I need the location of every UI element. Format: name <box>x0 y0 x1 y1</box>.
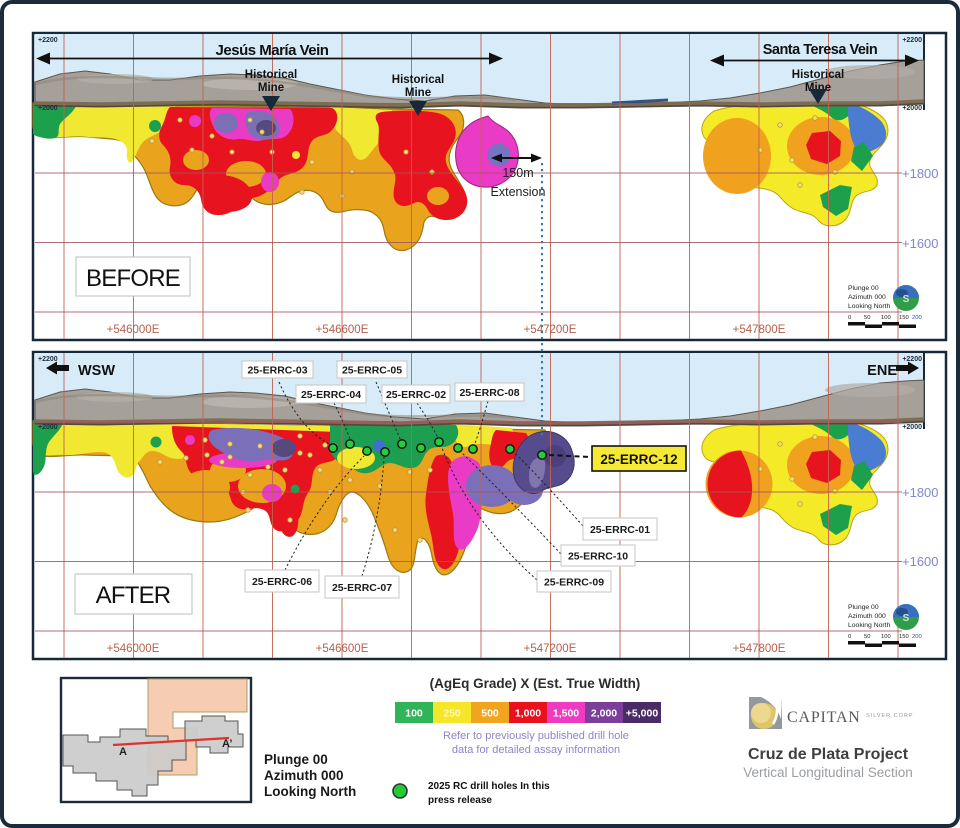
svg-text:Azimuth 000: Azimuth 000 <box>848 613 886 620</box>
svg-text:data for detailed assay inform: data for detailed assay information <box>452 744 620 756</box>
svg-text:1,500: 1,500 <box>553 708 579 720</box>
svg-text:25-ERRC-01: 25-ERRC-01 <box>590 524 650 536</box>
svg-text:Plunge 00: Plunge 00 <box>848 285 879 292</box>
svg-text:150: 150 <box>899 315 909 321</box>
svg-text:S: S <box>903 613 910 624</box>
svg-text:WSW: WSW <box>78 363 115 379</box>
svg-text:25-ERRC-03: 25-ERRC-03 <box>247 364 307 376</box>
svg-text:S: S <box>903 294 910 305</box>
svg-text:(AgEq Grade) X (Est. True Widt: (AgEq Grade) X (Est. True Width) <box>430 676 641 691</box>
svg-text:+5,000: +5,000 <box>626 708 659 720</box>
svg-text:100: 100 <box>405 708 423 720</box>
svg-text:+547200E: +547200E <box>524 643 577 655</box>
svg-text:100: 100 <box>881 634 891 640</box>
svg-text:CAPITAN: CAPITAN <box>787 709 861 726</box>
svg-text:150m: 150m <box>502 166 533 180</box>
svg-text:A’: A’ <box>222 738 232 750</box>
svg-text:25-ERRC-06: 25-ERRC-06 <box>252 576 312 588</box>
svg-text:0: 0 <box>848 315 851 321</box>
svg-text:200: 200 <box>912 315 922 321</box>
svg-text:Refer to previously published: Refer to previously published drill hole <box>443 730 629 742</box>
svg-text:Historical: Historical <box>392 74 444 86</box>
svg-text:Santa Teresa Vein: Santa Teresa Vein <box>763 42 878 58</box>
svg-text:+2000: +2000 <box>902 105 922 112</box>
svg-text:200: 200 <box>912 634 922 640</box>
svg-text:+547800E: +547800E <box>733 643 786 655</box>
svg-text:Plunge 00: Plunge 00 <box>848 604 879 611</box>
svg-text:500: 500 <box>481 708 499 720</box>
svg-text:100: 100 <box>881 315 891 321</box>
svg-text:Plunge 00: Plunge 00 <box>264 752 328 767</box>
svg-text:+1600: +1600 <box>902 554 939 569</box>
svg-text:50: 50 <box>864 315 870 321</box>
svg-text:+2200: +2200 <box>38 37 58 44</box>
svg-text:+546000E: +546000E <box>107 643 160 655</box>
svg-text:Mine: Mine <box>405 87 431 99</box>
svg-text:+1600: +1600 <box>902 236 939 251</box>
svg-text:AFTER: AFTER <box>96 582 171 609</box>
svg-text:Mine: Mine <box>258 82 284 94</box>
svg-text:50: 50 <box>864 634 870 640</box>
svg-text:ENE: ENE <box>867 363 897 379</box>
svg-text:+2200: +2200 <box>38 356 58 363</box>
svg-text:+546000E: +546000E <box>107 324 160 336</box>
svg-text:Looking North: Looking North <box>848 303 891 310</box>
svg-text:+546600E: +546600E <box>316 643 369 655</box>
svg-text:Historical: Historical <box>792 69 844 81</box>
svg-text:+2000: +2000 <box>38 424 58 431</box>
svg-text:2025 RC drill holes In this: 2025 RC drill holes In this <box>428 781 550 792</box>
svg-text:25-ERRC-02: 25-ERRC-02 <box>386 389 446 401</box>
svg-text:Vertical Longitudinal Section: Vertical Longitudinal Section <box>743 765 913 780</box>
svg-text:Historical: Historical <box>245 69 297 81</box>
svg-text:25-ERRC-10: 25-ERRC-10 <box>568 550 628 562</box>
svg-text:25-ERRC-09: 25-ERRC-09 <box>544 576 604 588</box>
svg-text:+2000: +2000 <box>902 424 922 431</box>
svg-text:+2200: +2200 <box>902 356 922 363</box>
svg-text:BEFORE: BEFORE <box>86 265 180 292</box>
svg-text:0: 0 <box>848 634 851 640</box>
svg-text:+2000: +2000 <box>38 105 58 112</box>
svg-text:Looking North: Looking North <box>264 784 356 799</box>
svg-text:25-ERRC-08: 25-ERRC-08 <box>459 387 519 399</box>
svg-text:250: 250 <box>443 708 461 720</box>
svg-text:press release: press release <box>428 795 492 806</box>
svg-text:Extension: Extension <box>491 185 546 199</box>
svg-text:25-ERRC-07: 25-ERRC-07 <box>332 582 392 594</box>
svg-text:25-ERRC-04: 25-ERRC-04 <box>301 389 361 401</box>
svg-text:+1800: +1800 <box>902 485 939 500</box>
svg-text:A: A <box>119 746 127 758</box>
svg-text:2,000: 2,000 <box>591 708 617 720</box>
svg-text:Azimuth 000: Azimuth 000 <box>848 294 886 301</box>
svg-text:150: 150 <box>899 634 909 640</box>
svg-text:25-ERRC-05: 25-ERRC-05 <box>342 364 402 376</box>
svg-text:+547200E: +547200E <box>524 324 577 336</box>
svg-text:Cruz de Plata Project: Cruz de Plata Project <box>748 746 909 763</box>
svg-text:Looking North: Looking North <box>848 622 891 629</box>
svg-text:+546600E: +546600E <box>316 324 369 336</box>
svg-text:+2200: +2200 <box>902 37 922 44</box>
svg-text:1,000: 1,000 <box>515 708 541 720</box>
svg-text:Azimuth 000: Azimuth 000 <box>264 768 344 783</box>
svg-text:+547800E: +547800E <box>733 324 786 336</box>
svg-text:25-ERRC-12: 25-ERRC-12 <box>600 452 677 467</box>
svg-text:SILVER CORP: SILVER CORP <box>866 713 914 719</box>
svg-text:+1800: +1800 <box>902 166 939 181</box>
svg-text:Jesús María Vein: Jesús María Vein <box>216 42 329 59</box>
